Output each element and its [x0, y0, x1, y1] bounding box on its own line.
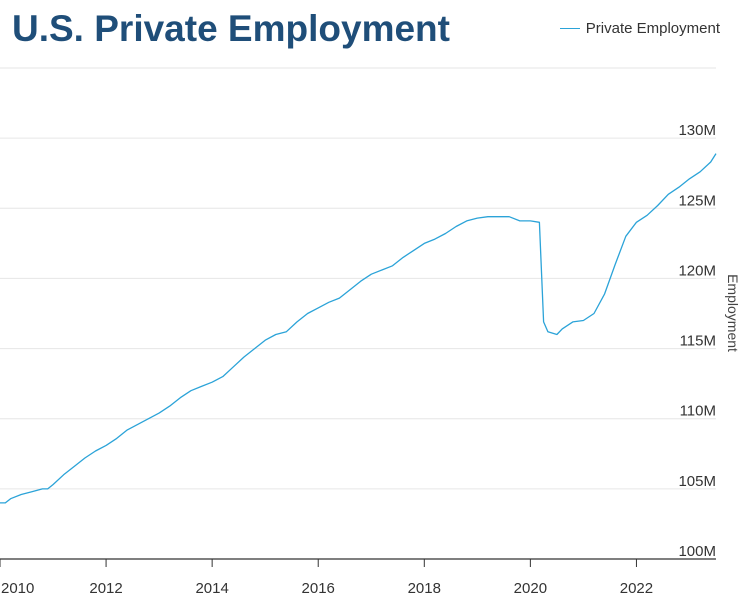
legend-label: Private Employment: [585, 20, 720, 37]
series-group: [0, 153, 717, 504]
y-tick-label: 130M: [678, 122, 716, 139]
y-axis-label: Employment: [725, 274, 741, 352]
chart-title: U.S. Private Employment: [12, 8, 450, 49]
y-tick-label: 120M: [678, 262, 716, 279]
x-tick-label: 2022: [620, 580, 653, 597]
x-tick-label: 2020: [514, 580, 547, 597]
x-tick-label: 2010: [1, 580, 34, 597]
x-tick-label: 2012: [89, 580, 122, 597]
y-axis-ticks: 100M 105M 110M 115M 120M 125M 130M: [678, 122, 716, 560]
x-tick-label: 2014: [195, 580, 228, 597]
series-line-private-employment[interactable]: [0, 153, 717, 504]
y-tick-label: 100M: [678, 543, 716, 560]
x-tick-label: 2016: [302, 580, 335, 597]
x-axis-ticks: 2010 2012 2014 2016 2018 2020 2022: [0, 559, 653, 597]
y-tick-label: 115M: [680, 333, 716, 350]
legend[interactable]: Private Employment: [559, 20, 720, 37]
y-tick-label: 110M: [680, 403, 716, 420]
x-tick-label: 2018: [408, 580, 441, 597]
y-tick-label: 125M: [678, 192, 716, 209]
gridlines: [0, 67, 716, 490]
legend-swatch-line: [559, 28, 580, 29]
y-tick-label: 105M: [678, 473, 716, 490]
